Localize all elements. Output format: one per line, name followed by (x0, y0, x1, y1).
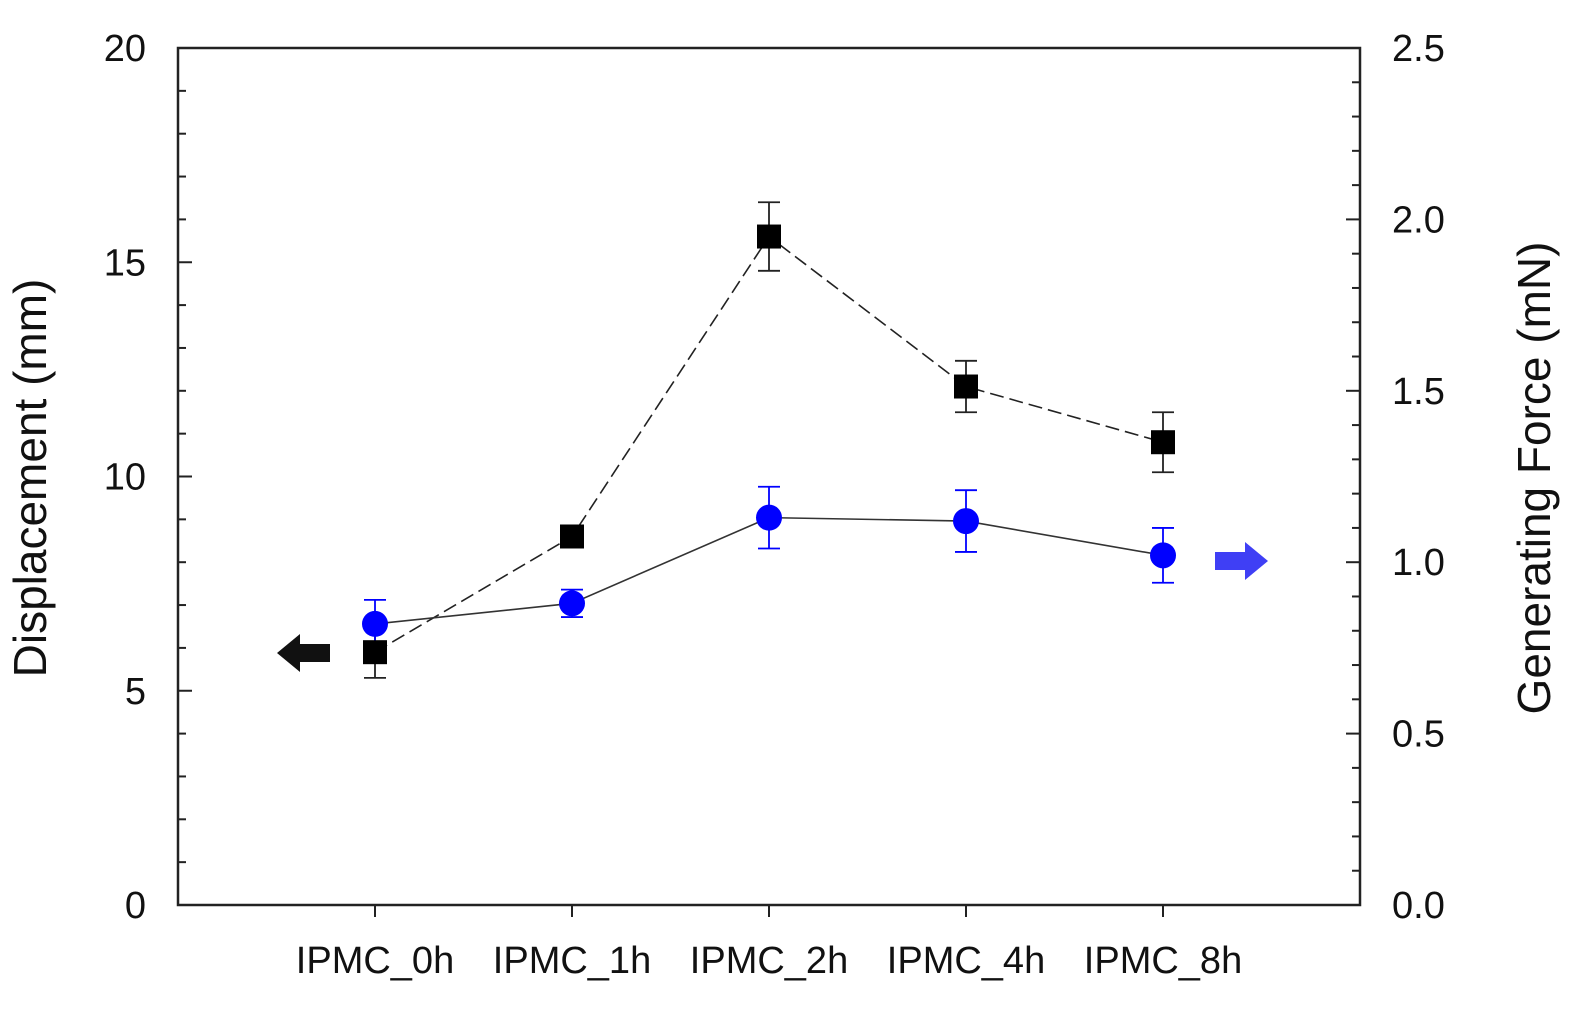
y-left-tick-label: 0 (125, 885, 146, 927)
series-2-point (953, 508, 979, 535)
right-axis-arrow-icon (1215, 542, 1268, 580)
y-left-tick-label: 5 (125, 671, 146, 713)
series-1-line (374, 235, 1164, 653)
y-left-tick-label: 10 (104, 457, 146, 499)
y-right-tick-label: 1.0 (1392, 542, 1445, 584)
y-left-tick-label: 15 (104, 242, 146, 284)
x-tick-label: IPMC_0h (296, 940, 454, 982)
y-right-tick-label: 1.5 (1392, 371, 1445, 413)
series-2-point (559, 590, 585, 617)
x-tick-label: IPMC_2h (690, 940, 848, 982)
series-1-point (757, 224, 781, 249)
plot-frame (176, 46, 1362, 907)
series-2-point (1150, 542, 1176, 569)
series-1-point (363, 640, 387, 665)
series-2-point (362, 610, 388, 637)
y-right-tick-label: 0.0 (1392, 885, 1445, 927)
x-tick-label: IPMC_4h (887, 940, 1045, 982)
left-axis-arrow-icon (277, 634, 330, 672)
y-left-axis-title: Displacement (mm) (4, 279, 56, 678)
series-1-point (954, 374, 978, 399)
series-1-point (560, 524, 584, 549)
x-tick-label: IPMC_1h (493, 940, 651, 982)
x-tick-label: IPMC_8h (1084, 940, 1242, 982)
y-left-tick-label: 20 (104, 28, 146, 70)
y-right-tick-label: 0.5 (1392, 714, 1445, 756)
y-right-axis-title: Generating Force (mN) (1508, 242, 1560, 715)
y-right-tick-label: 2.5 (1392, 28, 1445, 70)
series-2-point (756, 504, 782, 531)
series-1-point (1151, 430, 1175, 455)
y-right-tick-label: 2.0 (1392, 199, 1445, 241)
